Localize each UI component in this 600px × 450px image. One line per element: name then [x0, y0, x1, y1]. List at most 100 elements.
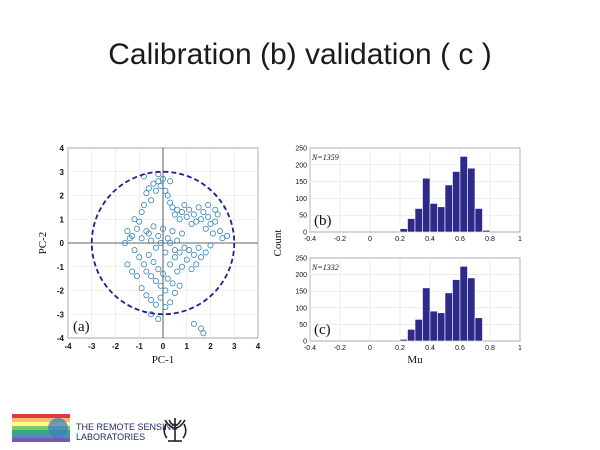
histogram-bar — [452, 279, 461, 342]
histogram-bar — [407, 329, 416, 342]
scatter-point — [162, 287, 169, 294]
histogram-bar — [437, 312, 446, 342]
scatter-point — [171, 254, 178, 261]
histogram-bar — [459, 156, 468, 233]
scatter-point — [148, 273, 155, 280]
scatter-point — [167, 261, 174, 268]
x-tick-label: -0.2 — [334, 236, 346, 243]
scatter-point — [186, 247, 193, 254]
x-axis-label: Mu — [407, 354, 423, 366]
scatter-point — [217, 228, 223, 235]
histogram-bar — [399, 228, 408, 233]
scatter-point — [136, 218, 143, 225]
scatter-point — [169, 228, 176, 235]
scatter-point — [181, 202, 188, 208]
y-tick-label: 100 — [295, 305, 307, 312]
scatter-point — [145, 185, 152, 192]
histogram-bar — [467, 277, 476, 342]
x-tick-label: 1 — [185, 342, 190, 351]
scatter-point — [143, 268, 150, 275]
scatter-point — [138, 285, 145, 292]
histogram-bar — [437, 206, 446, 233]
histogram-bar — [414, 208, 423, 233]
x-tick-label: 0.4 — [425, 345, 435, 352]
y-tick-label: 50 — [299, 322, 307, 329]
scatter-point — [200, 330, 207, 337]
scatter-point — [138, 209, 145, 216]
y-axis-label: PC-2 — [37, 232, 49, 255]
y-tick-label: 250 — [295, 146, 307, 153]
scatter-point — [212, 218, 219, 225]
x-tick-label: 0 — [161, 342, 166, 351]
sample-count-annotation: N=1359 — [311, 153, 339, 162]
histogram-bar — [414, 319, 423, 342]
y-tick-label: 1 — [60, 215, 65, 224]
remote-sensing-logo: THE REMOTE SENSING LABORATORIES — [12, 414, 187, 442]
y-tick-label: 2 — [60, 192, 65, 201]
x-tick-label: 0.8 — [485, 236, 495, 243]
scatter-point — [179, 209, 185, 216]
x-tick-label: 0.2 — [395, 236, 405, 243]
scatter-point — [126, 235, 133, 242]
scatter-point — [157, 282, 164, 289]
x-tick-label: 0.8 — [485, 345, 495, 352]
scatter-point — [209, 230, 216, 237]
scatter-point — [190, 211, 197, 218]
x-tick-label: -3 — [88, 342, 96, 351]
scatter-point — [141, 202, 147, 208]
scatter-point — [152, 187, 159, 194]
panel-label-a: (a) — [73, 319, 90, 335]
scatter-point — [157, 183, 164, 189]
scatter-point — [138, 235, 145, 242]
x-tick-label: 0.6 — [455, 236, 465, 243]
scatter-point — [176, 282, 183, 289]
scatter-point — [150, 259, 157, 265]
histogram-bar — [422, 287, 431, 342]
y-tick-label: -3 — [57, 310, 65, 319]
logo-stripe — [12, 430, 70, 434]
rainbow-logo-icon — [12, 414, 70, 442]
scatter-point — [122, 240, 128, 246]
scatter-point — [155, 178, 162, 185]
logo-stripe — [12, 438, 70, 442]
logo-globe — [48, 418, 68, 438]
scatter-point — [124, 261, 131, 268]
count-axis-label: Count — [272, 230, 284, 257]
scatter-point — [157, 240, 164, 246]
scatter-point — [190, 251, 197, 258]
scatter-point — [195, 204, 202, 211]
x-tick-label: -4 — [64, 342, 72, 351]
scatter-point — [198, 325, 204, 332]
panel-label: (c) — [314, 322, 331, 338]
scatter-point — [214, 211, 221, 218]
scatter-point — [198, 216, 204, 223]
y-tick-label: 50 — [299, 213, 307, 220]
scatter-point — [150, 180, 157, 187]
x-tick-label: 1 — [518, 236, 522, 243]
histogram-bar — [474, 317, 483, 342]
scatter-point — [150, 223, 157, 230]
histogram-bar — [474, 208, 483, 233]
scatter-point — [157, 294, 164, 301]
x-tick-label: 0.2 — [395, 345, 405, 352]
scatter-point — [143, 292, 150, 299]
scatter-point — [167, 299, 174, 306]
histogram-c: -0.4 -0.2 0 0.2 0.4 0.6 0.8 1 250 200 150 100 50 0 N=1… — [295, 256, 522, 367]
scatter-point — [171, 211, 178, 218]
scatter-point — [148, 237, 155, 244]
scatter-point — [160, 225, 166, 232]
logo-stripe — [12, 426, 70, 430]
scatter-point — [148, 197, 155, 204]
scatter-point — [207, 242, 214, 249]
scatter-point — [193, 261, 200, 268]
scatter-point — [169, 204, 176, 211]
y-tick-label: 3 — [60, 168, 65, 177]
logo-stripe — [12, 414, 70, 418]
x-tick-label: -0.4 — [304, 236, 316, 243]
x-tick-label: -1 — [136, 342, 144, 351]
scatter-point — [155, 232, 162, 239]
scatter-point — [205, 202, 212, 208]
scatter-point — [219, 235, 226, 242]
scatter-point — [162, 187, 169, 194]
